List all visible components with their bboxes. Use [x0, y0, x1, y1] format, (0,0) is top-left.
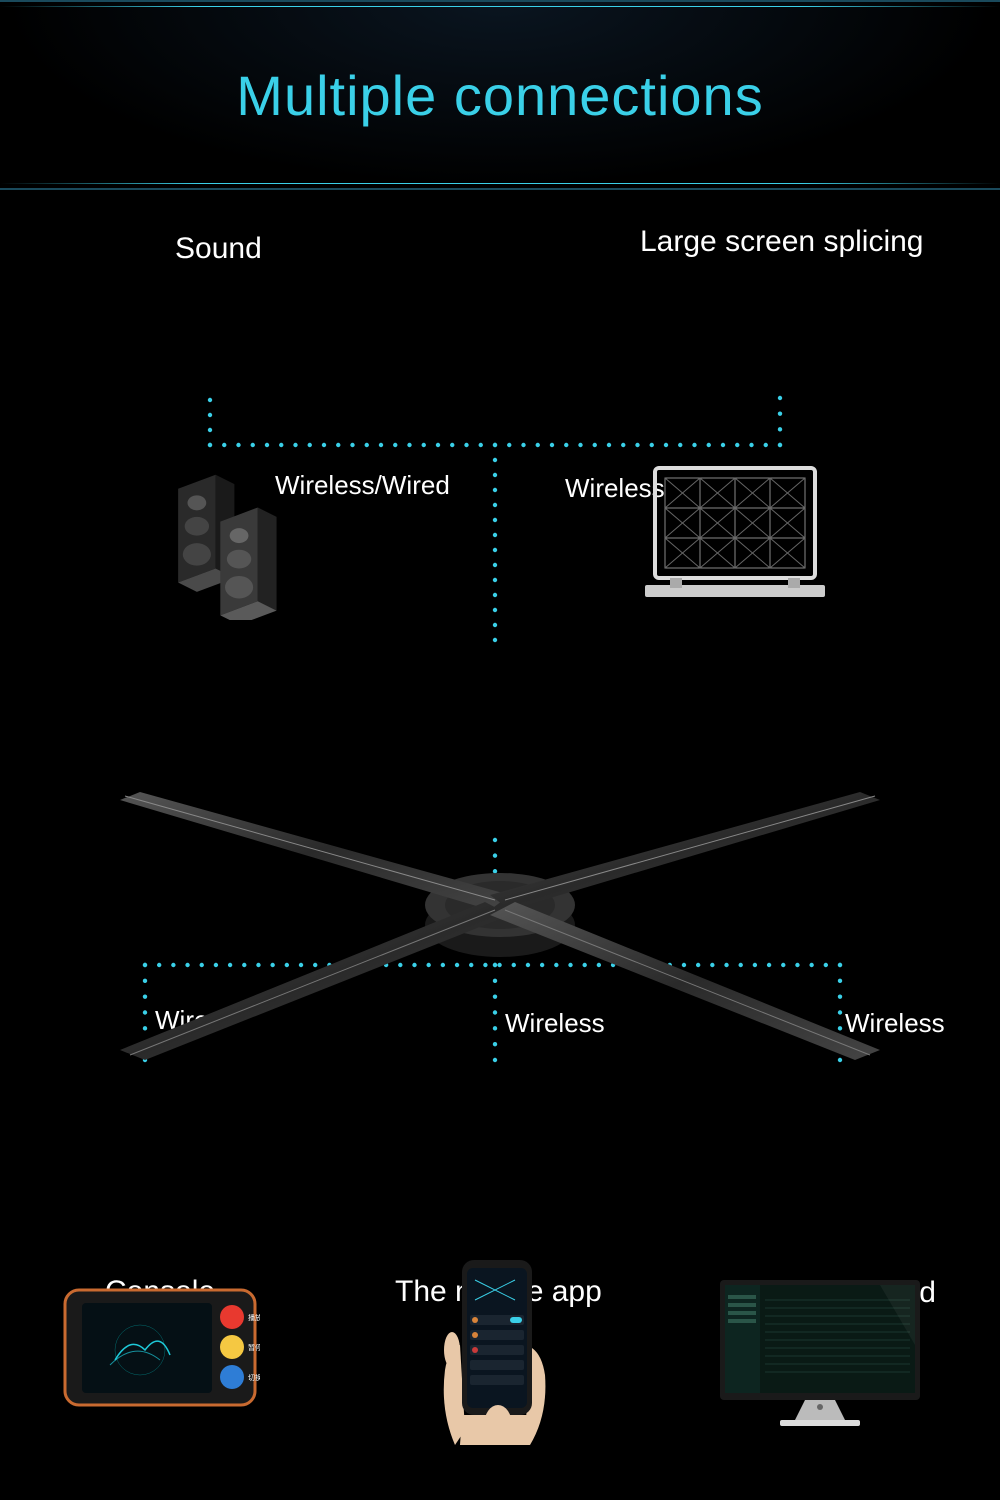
svg-text:切换: 切换: [248, 1373, 260, 1382]
hologram-fan-icon: [90, 710, 910, 1110]
conn-top-left: Wireless/Wired: [275, 470, 450, 501]
console-icon: 播放 暂停 切换: [60, 1285, 260, 1415]
header-band: Multiple connections: [0, 0, 1000, 190]
sound-label: Sound: [175, 232, 262, 266]
svg-text:播放: 播放: [248, 1313, 260, 1322]
speakers-icon: [150, 470, 300, 620]
connection-diagram: Sound Large screen splicing Wireless/Wir…: [0, 190, 1000, 1500]
screen-splice-icon: [640, 460, 830, 610]
svg-text:暂停: 暂停: [248, 1343, 260, 1352]
splicing-label: Large screen splicing: [640, 225, 924, 259]
page-title: Multiple connections: [236, 63, 763, 128]
computer-icon: [710, 1275, 930, 1435]
phone-icon: [420, 1250, 570, 1450]
